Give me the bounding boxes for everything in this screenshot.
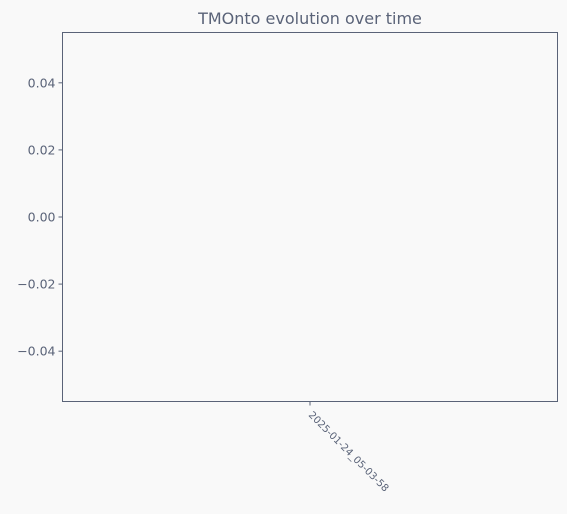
plot-area-frame bbox=[62, 32, 558, 402]
y-tick-label: 0.04 bbox=[28, 75, 56, 90]
x-tick-label: 2025-01-24_05-03-58 bbox=[306, 410, 391, 495]
x-axis: 2025-01-24_05-03-58 bbox=[306, 401, 391, 495]
chart-title: TMOnto evolution over time bbox=[197, 9, 422, 28]
y-tick-label: 0.00 bbox=[28, 210, 56, 225]
y-tick-label: −0.04 bbox=[17, 344, 55, 359]
y-axis: 0.04 0.02 0.00 −0.02 −0.04 bbox=[17, 75, 63, 359]
y-tick-label: 0.02 bbox=[28, 142, 56, 157]
y-tick-label: −0.02 bbox=[17, 277, 55, 292]
